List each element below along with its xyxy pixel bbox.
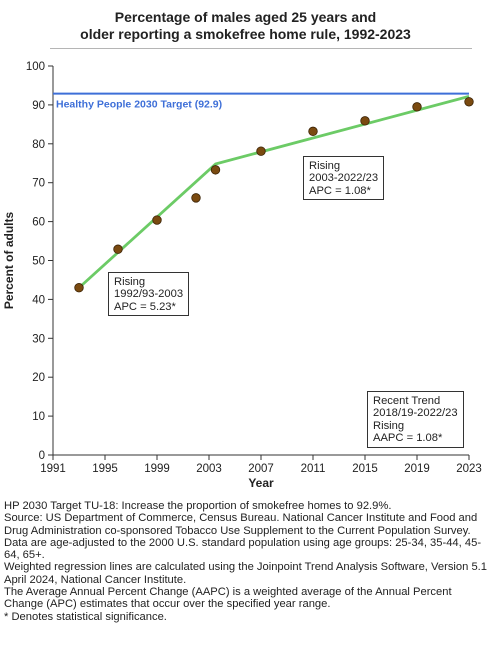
footnote-age-adjustment: Data are age-adjusted to the 2000 U.S. s… [4, 536, 482, 562]
annotation-line: 2018/19-2022/23 [373, 407, 458, 420]
annotation-line: APC = 1.08* [309, 184, 371, 197]
data-point [464, 97, 474, 107]
y-tick-label: 80 [32, 139, 45, 151]
annotation-line: 2003-2022/23 [309, 172, 379, 185]
y-tick-label: 10 [32, 411, 45, 423]
title-divider [50, 48, 472, 49]
data-point [74, 283, 84, 293]
x-tick-label: 1991 [40, 463, 66, 475]
y-tick-label: 40 [32, 294, 45, 306]
y-tick-label: 20 [32, 372, 45, 384]
x-tick-label: 2011 [301, 463, 326, 475]
footnote-regression: Weighted regression lines are calculated… [4, 561, 487, 586]
y-tick-label: 30 [32, 333, 45, 345]
x-axis-label: Year [248, 476, 274, 490]
y-tick-label: 60 [32, 217, 45, 229]
footnote-significance: * Denotes statistical significance. [4, 610, 167, 623]
y-tick-label: 0 [39, 450, 45, 462]
data-point [191, 193, 201, 203]
annotation-line: Rising [114, 276, 146, 288]
footnote-aapc: The Average Annual Percent Change (AAPC)… [4, 586, 452, 611]
data-point [412, 102, 422, 112]
chart-plot: 0 10 20 30 40 50 60 70 80 90 100 1991 1995 1999 2003 20… [2, 61, 482, 490]
footnotes: HP 2030 Target TU-18: Increase the propo… [4, 500, 488, 623]
chart-title-line-1: Percentage of males aged 25 years and [114, 9, 377, 25]
annotation-line: 1992/93-2003 [114, 288, 184, 301]
x-tick-label: 1995 [92, 463, 118, 475]
x-tick-label: 2007 [248, 463, 274, 475]
y-tick-label: 70 [32, 178, 45, 190]
footnote-source: Source: US Department of Commerce, Censu… [4, 512, 478, 537]
y-tick-label: 90 [32, 100, 45, 112]
annotation-line: Rising [373, 419, 405, 432]
data-point [256, 146, 266, 156]
data-point [113, 244, 123, 254]
y-tick-label: 50 [32, 256, 45, 268]
x-tick-label: 1999 [144, 463, 170, 475]
trend-annotation-segment-1: Rising 1992/93-2003 APC = 5.23* [108, 272, 190, 317]
chart-title: Percentage of males aged 25 years and ol… [0, 9, 491, 43]
x-tick-label: 2019 [404, 463, 430, 475]
y-axis-label: Percent of adults [2, 212, 16, 310]
annotation-line: Recent Trend [373, 395, 441, 407]
chart-title-line-2: older reporting a smokefree home rule, 1… [80, 26, 411, 42]
data-point [308, 126, 318, 137]
y-tick-label: 100 [26, 61, 45, 73]
footnote-target: HP 2030 Target TU-18: Increase the propo… [4, 500, 392, 512]
data-point [210, 165, 221, 175]
data-point [152, 215, 162, 225]
x-tick-label: 2023 [456, 463, 482, 475]
recent-trend-annotation: Recent Trend 2018/19-2022/23 Rising AAPC… [367, 391, 464, 448]
x-tick-label: 2003 [196, 463, 222, 475]
annotation-line: Rising [309, 160, 341, 172]
trend-line [78, 94, 470, 289]
x-tick-label: 2015 [352, 463, 378, 475]
annotation-line: AAPC = 1.08* [373, 432, 443, 445]
trend-annotation-segment-2: Rising 2003-2022/23 APC = 1.08* [303, 156, 385, 201]
target-label: Healthy People 2030 Target (92.9) [56, 99, 222, 111]
annotation-line: APC = 5.23* [114, 300, 176, 313]
data-point [360, 116, 370, 126]
